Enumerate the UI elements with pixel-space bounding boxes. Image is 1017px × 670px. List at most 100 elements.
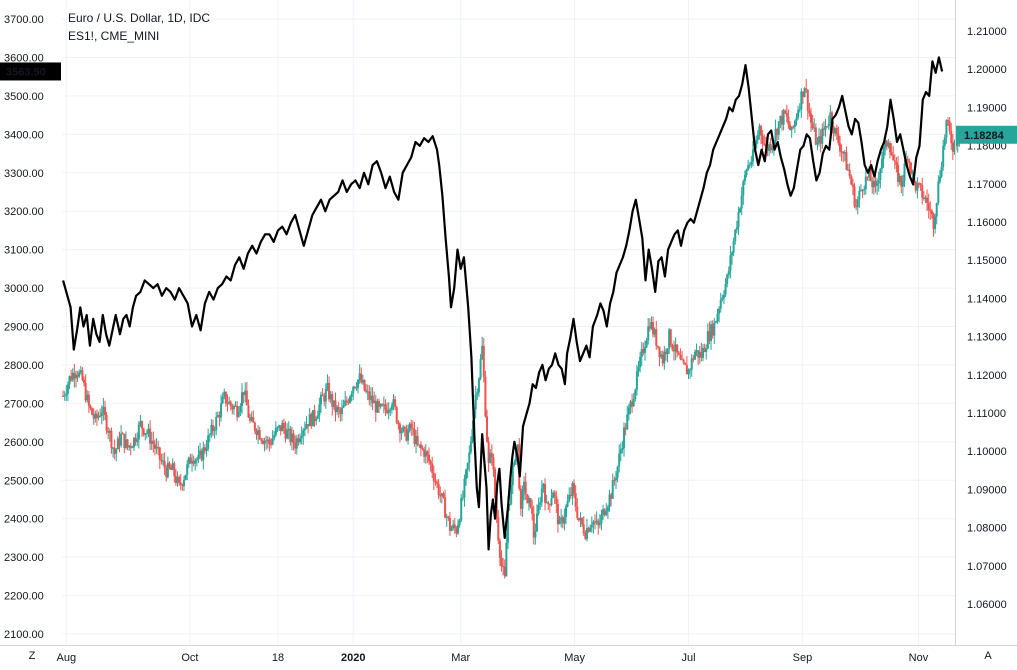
candle (606, 504, 609, 519)
candle (805, 78, 808, 93)
candle (771, 145, 774, 154)
right-axis-tick: 1.10000 (967, 446, 1007, 458)
candle (416, 427, 419, 447)
candle (469, 436, 472, 455)
candle (203, 443, 206, 454)
candle (189, 453, 192, 464)
candle (250, 411, 253, 422)
candle (279, 425, 282, 436)
candle (178, 475, 181, 486)
right-axis-tick: 1.12000 (967, 370, 1007, 382)
candle (121, 431, 124, 435)
candle (120, 425, 123, 448)
candle (660, 350, 663, 360)
candle (610, 492, 613, 507)
candle (500, 550, 503, 572)
candle (126, 438, 129, 451)
candle (563, 508, 566, 531)
candle (934, 213, 937, 234)
candle (855, 198, 858, 211)
candle (537, 497, 540, 516)
candle (207, 428, 210, 452)
candle (366, 384, 369, 401)
x-axis-tick: Aug (57, 652, 77, 664)
candle (792, 125, 795, 129)
candle (194, 458, 197, 471)
left-axis-tick: 3200.00 (4, 206, 44, 218)
candle (450, 525, 453, 532)
candle (223, 388, 226, 400)
auto-scale-button[interactable]: A (984, 650, 992, 662)
candle (690, 354, 693, 377)
candle (68, 375, 71, 390)
candle (926, 189, 929, 212)
candle (545, 494, 548, 504)
candle (113, 439, 116, 460)
candle (287, 421, 290, 440)
left-axis-tick: 3500.00 (4, 91, 44, 103)
candle (363, 379, 366, 392)
candle (843, 149, 846, 162)
candle (295, 435, 298, 455)
candle (598, 514, 601, 529)
candle (695, 343, 698, 357)
candle (627, 404, 630, 421)
candle (839, 135, 842, 157)
candle (560, 508, 563, 528)
candle (220, 394, 223, 422)
candle (953, 139, 956, 155)
candle (92, 408, 95, 425)
candle (210, 419, 213, 438)
candle (502, 558, 505, 576)
candle (558, 515, 561, 525)
candle (452, 519, 455, 531)
candle (434, 473, 437, 486)
candle (600, 509, 603, 530)
candle (835, 124, 838, 141)
candle (303, 421, 306, 437)
candle (858, 186, 861, 208)
candle (763, 134, 766, 146)
candle (645, 337, 648, 348)
candle (153, 439, 156, 456)
candle (182, 476, 185, 492)
candle (268, 437, 271, 452)
legend: Euro / U.S. Dollar, 1D, IDC ES1!, CME_MI… (68, 11, 210, 43)
candle (466, 462, 469, 479)
candle (702, 343, 705, 362)
candle (213, 426, 216, 439)
candle (806, 89, 809, 120)
x-axis-tick: Oct (181, 652, 198, 664)
candle (345, 396, 348, 406)
candle (112, 446, 115, 458)
candle (497, 510, 500, 545)
candle (170, 464, 173, 471)
candle (864, 168, 867, 195)
candle (271, 430, 274, 446)
candle (407, 424, 410, 445)
candle (648, 318, 651, 332)
candle (421, 445, 424, 451)
x-axis-tick: May (564, 652, 585, 664)
candle (847, 164, 850, 171)
candle (444, 489, 447, 519)
candle (429, 459, 432, 472)
candle (300, 426, 303, 445)
candle (74, 370, 77, 388)
candle (663, 345, 666, 370)
candle (834, 127, 837, 137)
candle (916, 177, 919, 199)
candle (62, 390, 65, 398)
candle (65, 385, 68, 402)
right-axis-tick: 1.17000 (967, 179, 1007, 191)
candle (411, 420, 414, 436)
candle (566, 494, 569, 508)
candle (534, 523, 537, 545)
zoom-reset-button[interactable]: Z (29, 650, 36, 662)
candle (782, 108, 785, 131)
candle (581, 517, 584, 527)
candle (481, 336, 484, 360)
candle (260, 437, 263, 445)
candle (365, 384, 368, 394)
